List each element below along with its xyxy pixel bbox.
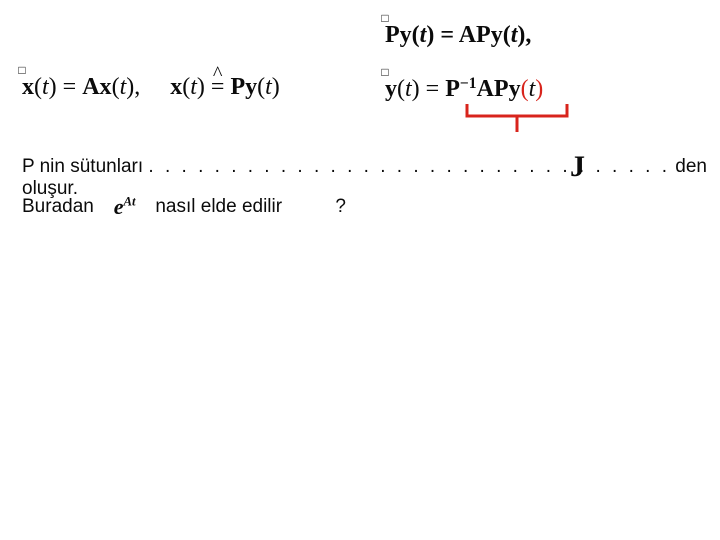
var-x: x	[170, 74, 182, 100]
dot-marker: □	[18, 64, 25, 76]
var-y: y	[385, 76, 397, 102]
text-question: ?	[335, 196, 346, 218]
var-y: y	[400, 22, 412, 48]
eq-sign: =	[426, 76, 440, 102]
arg-t: t	[120, 74, 127, 100]
rhs-APy: APy	[477, 76, 521, 102]
equation-mid-left: □ x(t) = Ax(t), x(t) = Py(t)	[22, 74, 280, 101]
text-lead: Buradan	[22, 196, 94, 217]
equation-mid-right: □ y(t) = P−1APy(t)	[385, 74, 543, 103]
rhs-P: P	[445, 76, 460, 102]
sup-minus1: −1	[460, 75, 477, 92]
text-dots: . . . . . . . . . . . . . . . . . . . . …	[148, 156, 670, 177]
equation-top-right: □ Py(t) = APy(t),	[385, 22, 531, 49]
arg-t: t	[190, 74, 197, 100]
rhs-Ax: Ax	[82, 74, 111, 100]
rhs-APy: APy	[459, 22, 503, 48]
slide-root: { "equations": { "top_right": { "lhs_var…	[0, 0, 720, 540]
var-x: x	[22, 74, 34, 100]
arg-t: t	[42, 74, 49, 100]
arg-t: t	[405, 76, 412, 102]
underbracket-icon	[463, 102, 573, 146]
dot-marker: □	[381, 66, 388, 78]
rhs-Py: Py	[230, 74, 257, 100]
hat-equals: =	[211, 74, 225, 101]
arg-t: t	[265, 74, 272, 100]
text-prefix: P nin sütunları	[22, 156, 148, 177]
exp-eAt: eAt	[114, 194, 136, 219]
dot-marker: □	[381, 12, 388, 24]
symbol-J: J	[570, 150, 585, 184]
eq-sign: =	[63, 74, 77, 100]
trail-comma: ,	[134, 74, 140, 100]
var-P: P	[385, 22, 400, 48]
trail-comma: ,	[525, 22, 531, 48]
line-how-obtain: Buradan eAt nasıl elde edilir ?	[22, 192, 346, 218]
text-mid: nasıl elde edilir	[155, 196, 282, 217]
arg-t: t	[420, 22, 427, 48]
eq-sign: =	[440, 22, 454, 48]
arg-t: t	[511, 22, 518, 48]
